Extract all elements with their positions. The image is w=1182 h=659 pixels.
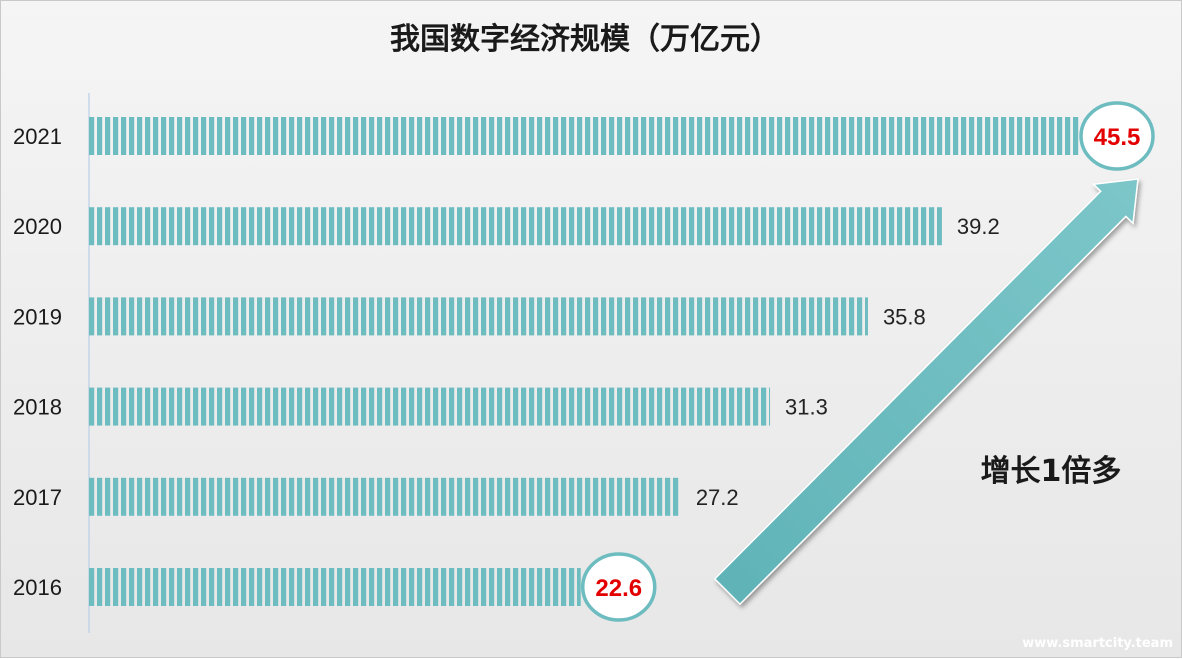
chart-title: 我国数字经济规模（万亿元） [390,22,780,57]
growth-arrow-shape [713,178,1139,606]
bar-2018 [89,387,771,426]
year-label-2018: 2018 [13,395,62,420]
year-label-2017: 2017 [13,485,62,510]
year-label-2021: 2021 [13,124,62,149]
year-label-2020: 2020 [13,214,62,239]
growth-annotation: 增长1倍多 [981,454,1122,489]
value-label-2020: 39.2 [957,214,1000,239]
highlight-circle-2016 [580,552,657,622]
value-label-2018: 31.3 [785,395,828,420]
value-label-2016: 22.6 [595,575,642,602]
value-label-2021: 45.5 [1094,124,1141,151]
year-label-2016: 2016 [13,575,62,600]
bar-2017 [89,477,681,516]
year-label-2019: 2019 [13,304,62,329]
bar-2020 [89,207,942,246]
bars-layer: 2021 45.5 2020 39.2 2019 35.8 2018 31.3 2017 27.2… [13,101,1155,622]
bar-2016 [89,568,581,606]
watermark: www.smartcity.team [1022,636,1173,651]
growth-arrow [713,178,1139,606]
bar-2019 [89,297,868,336]
highlight-circle-2021 [1079,101,1155,171]
value-label-2017: 27.2 [696,485,739,510]
value-label-2019: 35.8 [883,304,926,329]
bar-2021 [89,117,1079,155]
